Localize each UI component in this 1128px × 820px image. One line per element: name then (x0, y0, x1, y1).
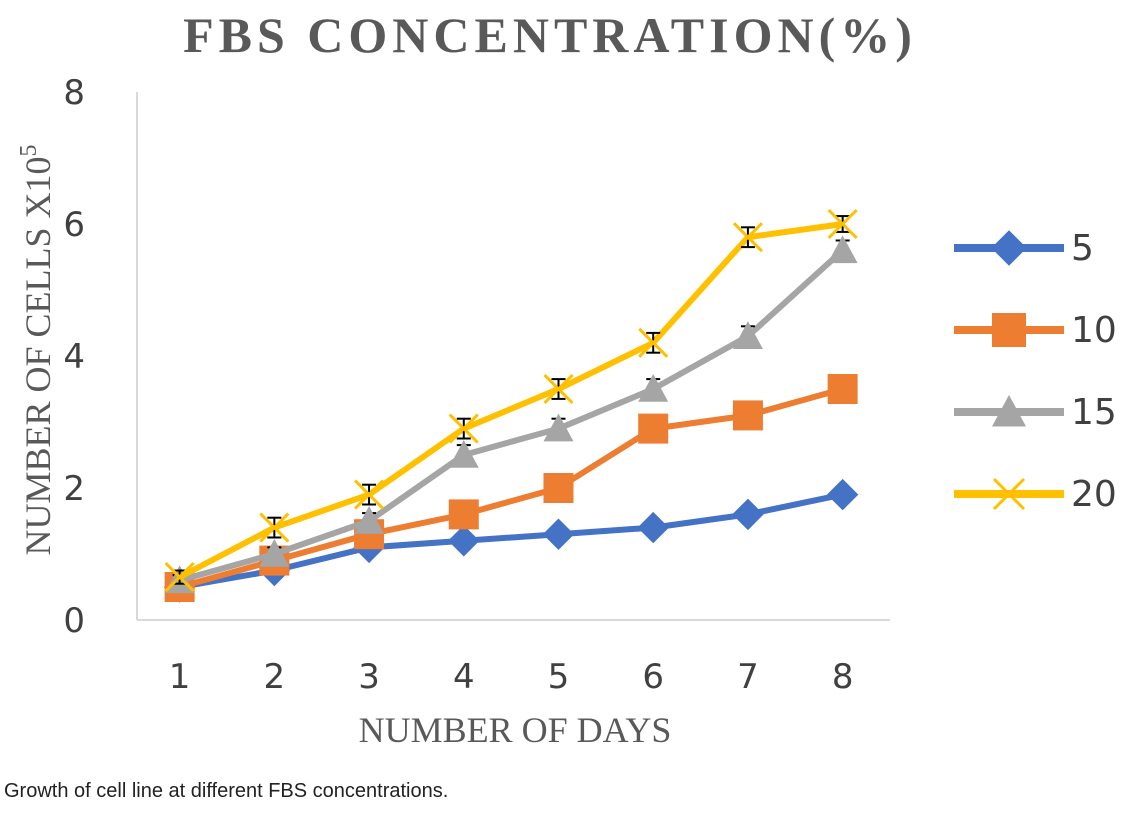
y-tick-label: 4 (63, 337, 85, 377)
series-line (179, 491, 844, 590)
data-point (732, 321, 763, 349)
legend-entry-15: 15 (954, 392, 1117, 433)
data-point (448, 440, 479, 468)
series-5 (163, 478, 859, 603)
legend-entry-5: 5 (954, 228, 1094, 269)
data-point (543, 413, 574, 442)
data-point (638, 327, 669, 358)
data-point (827, 208, 858, 240)
legend: 5 10 15 20 (954, 228, 1117, 515)
legend-marker (992, 395, 1026, 427)
data-point (732, 498, 764, 531)
legend-entry-10: 10 (954, 310, 1117, 351)
data-point (638, 413, 669, 444)
series-line (178, 248, 845, 584)
legend-label: 15 (1071, 392, 1117, 433)
y-tick-label: 8 (63, 73, 85, 113)
x-axis-label: NUMBER OF DAYS (359, 710, 672, 750)
chart-title: FBS CONCENTRATION(%) (183, 7, 917, 63)
data-point (638, 374, 669, 402)
data-point (543, 473, 574, 503)
data-point (732, 400, 763, 431)
legend-marker (992, 313, 1026, 347)
legend-label: 20 (1071, 474, 1117, 515)
legend-marker (992, 477, 1026, 511)
x-tick-label: 2 (264, 657, 286, 697)
svg-text:NUMBER OF CELLS X105: NUMBER OF CELLS X105 (16, 144, 58, 555)
data-point (827, 374, 858, 404)
data-point (542, 518, 575, 550)
data-point (637, 511, 669, 544)
y-tick-label: 6 (63, 205, 85, 245)
data-point (448, 499, 479, 530)
data-point (353, 479, 385, 510)
x-tick-label: 5 (548, 657, 570, 697)
x-tick-label: 4 (453, 657, 475, 697)
x-tick-label: 7 (737, 657, 759, 697)
data-point (448, 525, 480, 557)
legend-label: 10 (1071, 310, 1117, 351)
x-tick-label: 1 (169, 657, 191, 697)
data-point (259, 512, 290, 543)
series-layer (163, 208, 859, 603)
data-point (827, 235, 858, 264)
x-tick-label: 6 (642, 657, 664, 697)
y-axis-label-superscript: 5 (16, 144, 42, 156)
legend-entry-20: 20 (954, 474, 1117, 515)
legend-marker (991, 230, 1027, 266)
data-point (543, 373, 574, 405)
data-point (826, 478, 859, 511)
legend-label: 5 (1071, 228, 1094, 269)
series-line (178, 386, 844, 590)
x-tick-label: 8 (832, 657, 854, 697)
y-axis-label: NUMBER OF CELLS X105 (16, 144, 58, 555)
data-point (259, 539, 290, 567)
y-tick-label: 0 (63, 601, 85, 641)
data-point (354, 506, 385, 534)
y-axis-label-text: NUMBER OF CELLS X10 (18, 156, 58, 555)
series-20 (164, 208, 858, 593)
axes: 0 2 4 6 8 1 2 3 4 5 6 7 8 (63, 73, 890, 697)
data-point (164, 562, 195, 593)
x-tick-label: 3 (358, 657, 380, 697)
data-point (732, 222, 763, 253)
series-line (178, 221, 844, 580)
y-tick-label: 2 (63, 469, 85, 509)
figure-caption: Growth of cell line at different FBS con… (4, 780, 449, 802)
data-point (448, 413, 479, 444)
